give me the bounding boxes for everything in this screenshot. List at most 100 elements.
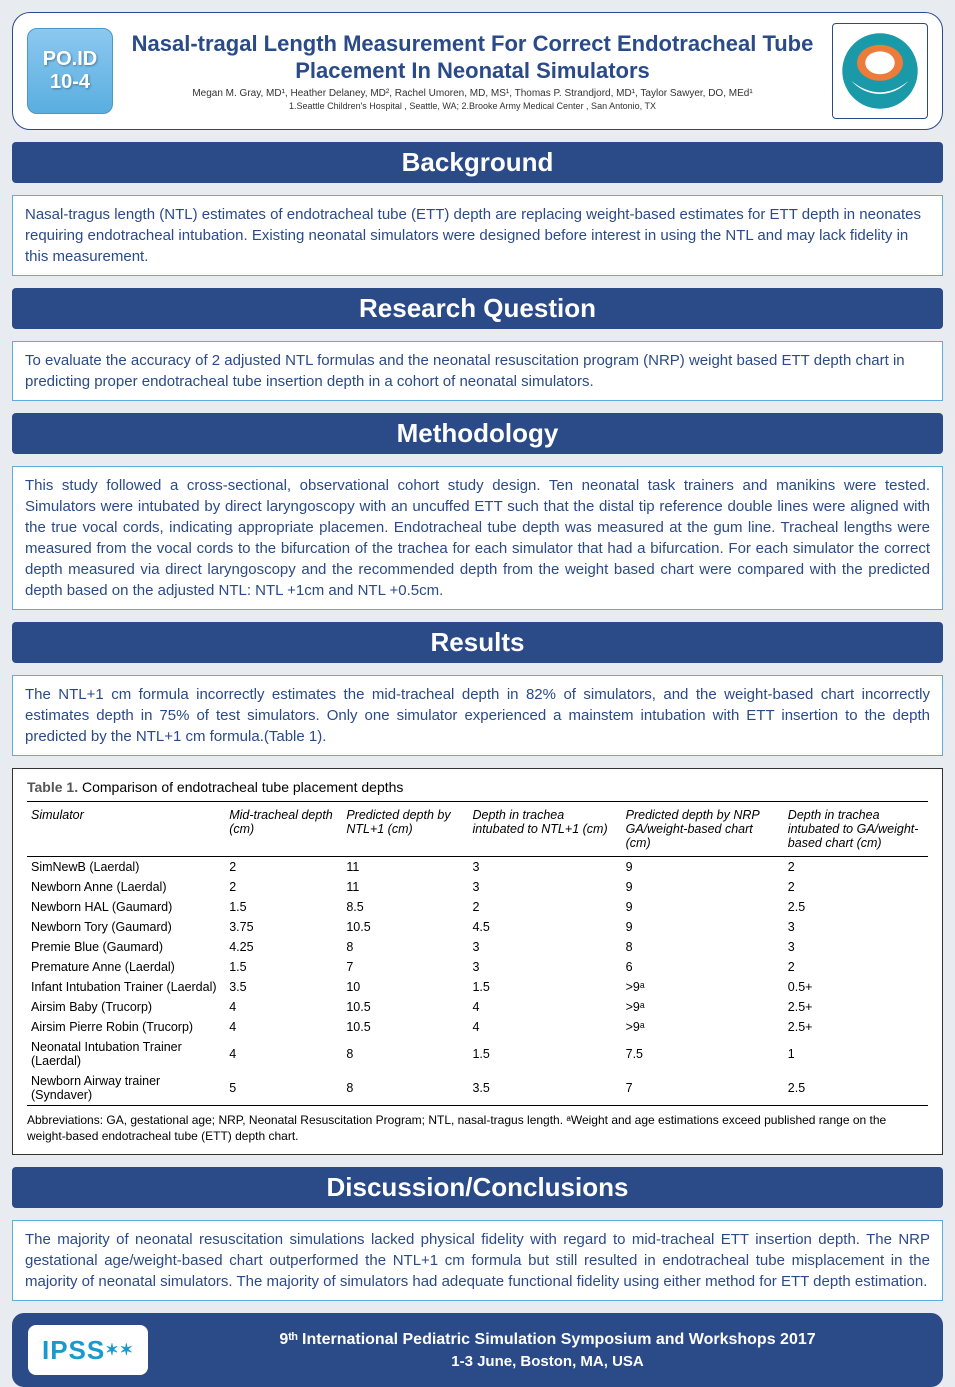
- affiliations: 1.Seattle Children's Hospital , Seattle,…: [127, 101, 818, 111]
- table-cell: 1.5: [225, 957, 342, 977]
- fetal-icon: [839, 30, 921, 112]
- table-cell: 8: [342, 1071, 468, 1106]
- table-row: Premature Anne (Laerdal)1.57362: [27, 957, 928, 977]
- table-cell: 10.5: [342, 1017, 468, 1037]
- table-cell: 1.5: [225, 897, 342, 917]
- table-cell: 8: [622, 937, 784, 957]
- background-body: Nasal-tragus length (NTL) estimates of e…: [12, 195, 943, 276]
- table-cell: 7: [622, 1071, 784, 1106]
- table-cell: 9: [622, 917, 784, 937]
- table-cell: Premie Blue (Gaumard): [27, 937, 225, 957]
- table-cell: 2.5: [784, 1071, 928, 1106]
- table-cell: 2.5: [784, 897, 928, 917]
- table-cell: 4: [225, 1037, 342, 1071]
- discussion-body: The majority of neonatal resuscitation s…: [12, 1220, 943, 1301]
- table-header: Depth in trachea intubated to NTL+1 (cm): [468, 802, 621, 857]
- background-heading: Background: [12, 142, 943, 183]
- table-cell: 2: [784, 877, 928, 897]
- table-cell: >9ᵃ: [622, 977, 784, 997]
- table-note: Abbreviations: GA, gestational age; NRP,…: [27, 1112, 928, 1144]
- table-cell: 6: [622, 957, 784, 977]
- table-cell: Premature Anne (Laerdal): [27, 957, 225, 977]
- table-row: Premie Blue (Gaumard)4.258383: [27, 937, 928, 957]
- results-body: The NTL+1 cm formula incorrectly estimat…: [12, 675, 943, 756]
- results-heading: Results: [12, 622, 943, 663]
- table-cell: 11: [342, 877, 468, 897]
- table-cell: Newborn Tory (Gaumard): [27, 917, 225, 937]
- table-cell: 7: [342, 957, 468, 977]
- table-row: Newborn Airway trainer (Syndaver)583.572…: [27, 1071, 928, 1106]
- table-cell: 3: [784, 937, 928, 957]
- table-cell: 2: [225, 877, 342, 897]
- table-row: Newborn HAL (Gaumard)1.58.5292.5: [27, 897, 928, 917]
- table-cell: 11: [342, 857, 468, 878]
- ipss-logo-text: IPSS: [42, 1335, 105, 1366]
- table-cell: 4: [225, 1017, 342, 1037]
- table-cell: Neonatal Intubation Trainer (Laerdal): [27, 1037, 225, 1071]
- table-cell: 1.5: [468, 1037, 621, 1071]
- table-cell: 4.25: [225, 937, 342, 957]
- table-cell: 3.75: [225, 917, 342, 937]
- table-cell: 2.5+: [784, 1017, 928, 1037]
- footer-line2: 1-3 June, Boston, MA, USA: [168, 1353, 927, 1370]
- header-center: Nasal-tragal Length Measurement For Corr…: [127, 31, 818, 111]
- table-cell: 3: [468, 957, 621, 977]
- question-body: To evaluate the accuracy of 2 adjusted N…: [12, 341, 943, 401]
- table-row: Newborn Anne (Laerdal)211392: [27, 877, 928, 897]
- table-cell: 4.5: [468, 917, 621, 937]
- table-caption: Table 1. Comparison of endotracheal tube…: [27, 779, 928, 795]
- poid-value: 10-4: [50, 71, 90, 94]
- table-cell: 4: [468, 1017, 621, 1037]
- table-cell: 9: [622, 857, 784, 878]
- results-table: SimulatorMid-tracheal depth (cm)Predicte…: [27, 801, 928, 1106]
- org-logo: [832, 23, 928, 119]
- table-cell: 2: [468, 897, 621, 917]
- table-cell: Newborn HAL (Gaumard): [27, 897, 225, 917]
- table-cell: 5: [225, 1071, 342, 1106]
- table-cell: 8.5: [342, 897, 468, 917]
- table-caption-rest: Comparison of endotracheal tube placemen…: [78, 779, 403, 795]
- table-cell: Newborn Airway trainer (Syndaver): [27, 1071, 225, 1106]
- methodology-body: This study followed a cross-sectional, o…: [12, 466, 943, 610]
- table-row: Airsim Baby (Trucorp)410.54>9ᵃ2.5+: [27, 997, 928, 1017]
- table-row: Airsim Pierre Robin (Trucorp)410.54>9ᵃ2.…: [27, 1017, 928, 1037]
- table-cell: 0.5+: [784, 977, 928, 997]
- table-cell: 9: [622, 897, 784, 917]
- table-cell: Airsim Baby (Trucorp): [27, 997, 225, 1017]
- table-cell: 10: [342, 977, 468, 997]
- footer-line1: 9ᵗʰ International Pediatric Simulation S…: [168, 1331, 927, 1349]
- table-header: Depth in trachea intubated to GA/weight-…: [784, 802, 928, 857]
- discussion-heading: Discussion/Conclusions: [12, 1167, 943, 1208]
- table-row: Newborn Tory (Gaumard)3.7510.54.593: [27, 917, 928, 937]
- authors: Megan M. Gray, MD¹, Heather Delaney, MD²…: [127, 88, 818, 99]
- table-cell: 3.5: [468, 1071, 621, 1106]
- footer-text: 9ᵗʰ International Pediatric Simulation S…: [168, 1331, 927, 1370]
- header-card: PO.ID 10-4 Nasal-tragal Length Measureme…: [12, 12, 943, 130]
- table-cell: >9ᵃ: [622, 997, 784, 1017]
- table-row: Infant Intubation Trainer (Laerdal)3.510…: [27, 977, 928, 997]
- table-cell: 3: [468, 877, 621, 897]
- table-cell: 2: [784, 857, 928, 878]
- table-row: Neonatal Intubation Trainer (Laerdal)481…: [27, 1037, 928, 1071]
- footer: IPSS✶✶ 9ᵗʰ International Pediatric Simul…: [12, 1313, 943, 1387]
- table-cell: 3: [468, 937, 621, 957]
- table-cell: 2: [225, 857, 342, 878]
- table-header: Predicted depth by NRP GA/weight-based c…: [622, 802, 784, 857]
- table-cell: 3.5: [225, 977, 342, 997]
- table-cell: 10.5: [342, 997, 468, 1017]
- table-cell: 4: [225, 997, 342, 1017]
- table-cell: 8: [342, 1037, 468, 1071]
- table-caption-lead: Table 1.: [27, 779, 78, 795]
- table-cell: 7.5: [622, 1037, 784, 1071]
- table-header: Mid-tracheal depth (cm): [225, 802, 342, 857]
- table-row: SimNewB (Laerdal)211392: [27, 857, 928, 878]
- poid-badge: PO.ID 10-4: [27, 28, 113, 114]
- table-cell: >9ᵃ: [622, 1017, 784, 1037]
- question-heading: Research Question: [12, 288, 943, 329]
- table-cell: 2: [784, 957, 928, 977]
- table-cell: 8: [342, 937, 468, 957]
- table-cell: 2.5+: [784, 997, 928, 1017]
- table-cell: 9: [622, 877, 784, 897]
- table-cell: Newborn Anne (Laerdal): [27, 877, 225, 897]
- table-cell: 1.5: [468, 977, 621, 997]
